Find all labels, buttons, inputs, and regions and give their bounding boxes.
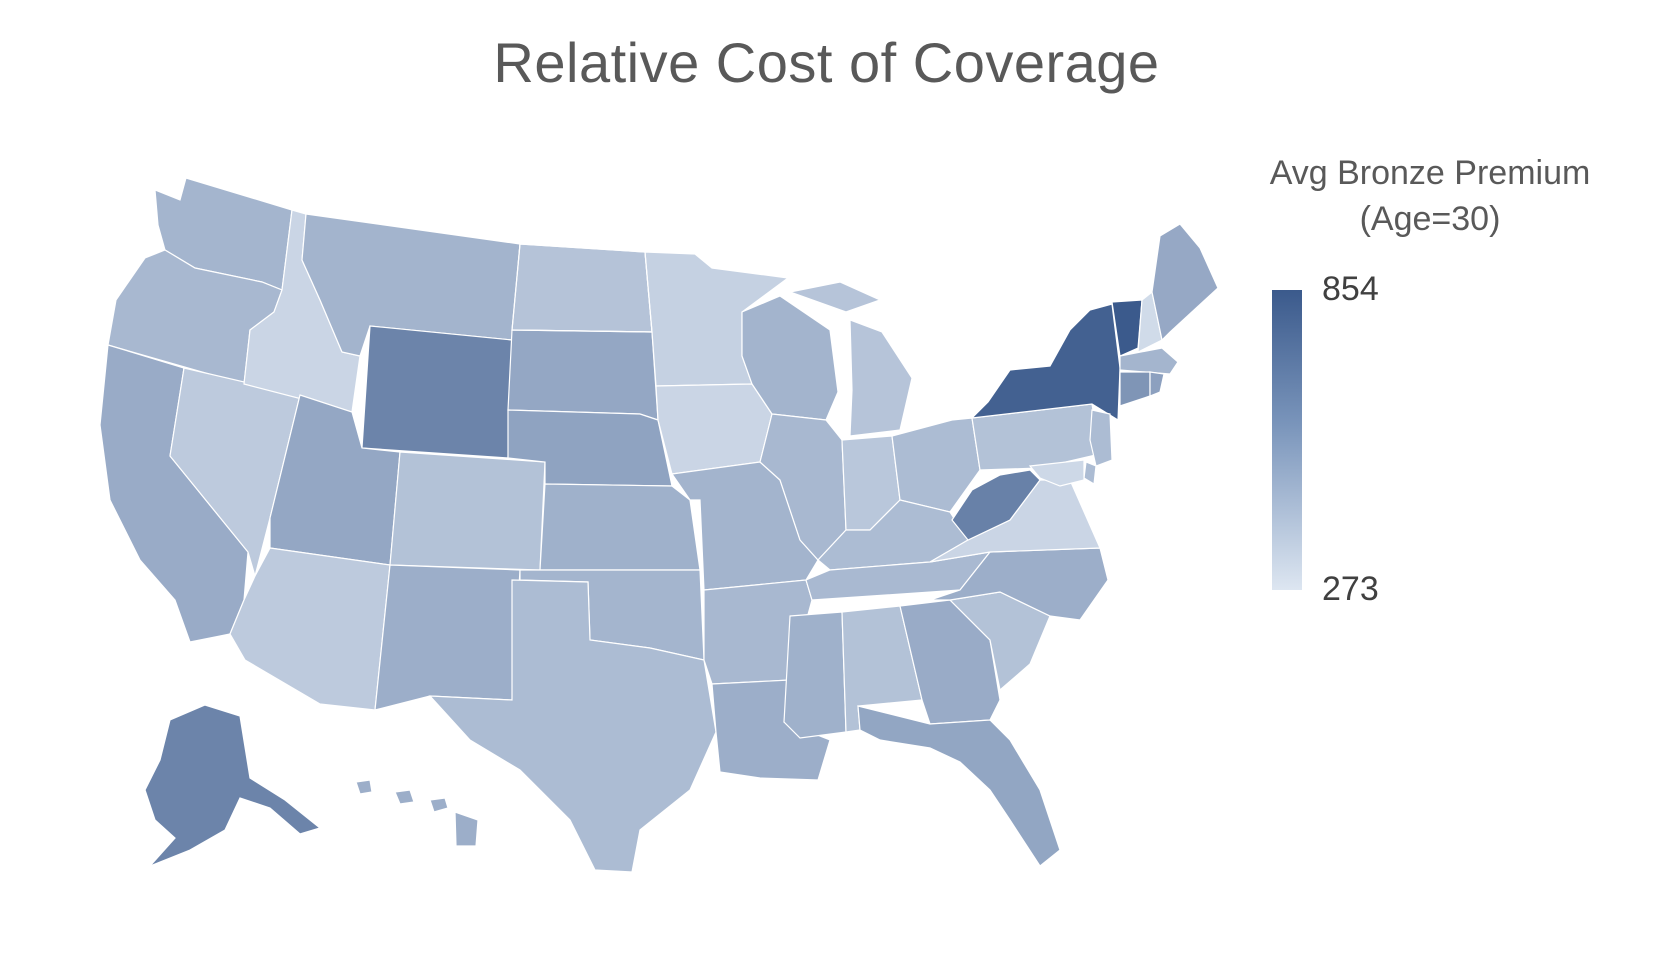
state-CT[interactable]	[1119, 371, 1151, 407]
state-RI[interactable]	[1149, 371, 1165, 397]
state-MS[interactable]	[783, 611, 847, 739]
legend-title: Avg Bronze Premium (Age=30)	[1240, 150, 1620, 242]
state-HI[interactable]	[355, 779, 479, 847]
state-MI[interactable]	[787, 281, 913, 437]
state-NC[interactable]	[929, 547, 1109, 621]
state-NJ[interactable]	[1089, 409, 1113, 467]
state-WV[interactable]	[951, 469, 1041, 541]
state-NY[interactable]	[970, 303, 1121, 422]
legend-title-line-2: (Age=30)	[1359, 200, 1501, 238]
legend-color-scale	[1272, 290, 1302, 590]
state-WY[interactable]	[361, 325, 513, 459]
state-ND[interactable]	[511, 243, 653, 333]
state-selection-outline	[511, 243, 653, 333]
state-MA[interactable]	[1119, 347, 1179, 375]
state-NM[interactable]	[374, 564, 521, 711]
state-ME[interactable]	[1151, 223, 1219, 342]
legend-min-label: 273	[1322, 570, 1379, 608]
state-TX[interactable]	[428, 579, 717, 873]
legend-title-line-1: Avg Bronze Premium	[1269, 154, 1591, 192]
state-SD[interactable]	[507, 329, 659, 421]
state-MD[interactable]	[1028, 459, 1085, 487]
state-FL[interactable]	[857, 705, 1061, 867]
legend-max-label: 854	[1322, 270, 1379, 308]
state-CO[interactable]	[389, 451, 546, 571]
chart-title: Relative Cost of Coverage	[493, 31, 1160, 94]
state-KS[interactable]	[539, 483, 701, 571]
state-IA[interactable]	[655, 383, 773, 475]
state-AK[interactable]	[144, 704, 322, 867]
state-DE[interactable]	[1083, 461, 1097, 485]
